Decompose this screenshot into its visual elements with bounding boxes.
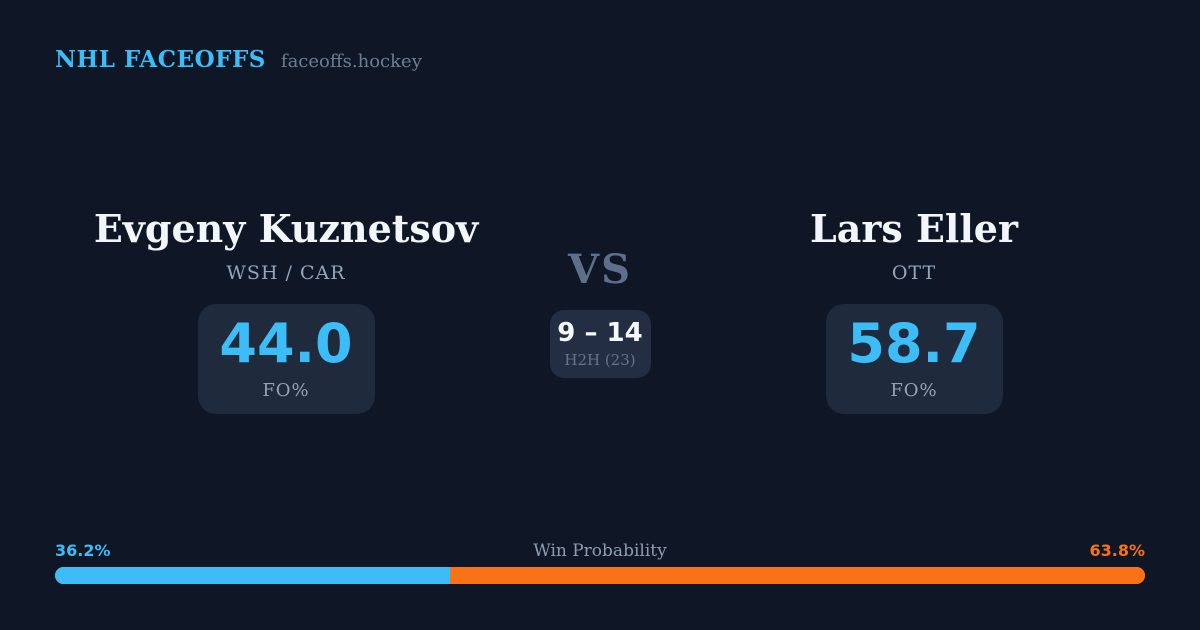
stat-box-right: 58.7 FO% [825,304,1003,414]
win-probability-bar [55,567,1145,584]
player-panel-right: Lars Eller OTT 58.7 FO% [684,205,1144,414]
player-teams-right: OTT [891,262,937,284]
fo-pct-label-left: FO% [262,380,310,401]
fo-pct-value-left: 44.0 [219,312,353,375]
fo-pct-value-right: 58.7 [847,312,981,375]
win-probability-bar-right [449,567,1145,584]
h2h-label: H2H (23) [564,350,636,369]
player-name-right: Lars Eller [809,206,1019,251]
h2h-box: 9 – 14 H2H (23) [549,310,651,378]
header: NHL FACEOFFS faceoffs.hockey [55,46,422,73]
stat-box-left: 44.0 FO% [197,304,375,414]
fo-pct-label-right: FO% [890,380,938,401]
brand-domain: faceoffs.hockey [280,51,422,72]
player-name-left: Evgeny Kuznetsov [93,206,479,251]
win-probability-labels: 36.2% Win Probability 63.8% [55,541,1145,561]
brand-title: NHL FACEOFFS [55,46,266,73]
player-teams-left: WSH / CAR [226,262,346,284]
h2h-record: 9 – 14 [557,317,643,348]
win-probability-left-pct: 36.2% [55,541,111,560]
vs-label: VS [568,246,632,293]
player-panel-left: Evgeny Kuznetsov WSH / CAR 44.0 FO% [56,205,516,414]
win-probability-bar-left [55,567,450,584]
win-probability-title: Win Probability [533,541,667,561]
win-probability-right-pct: 63.8% [1089,541,1145,560]
center-panel: VS 9 – 14 H2H (23) [500,250,700,378]
